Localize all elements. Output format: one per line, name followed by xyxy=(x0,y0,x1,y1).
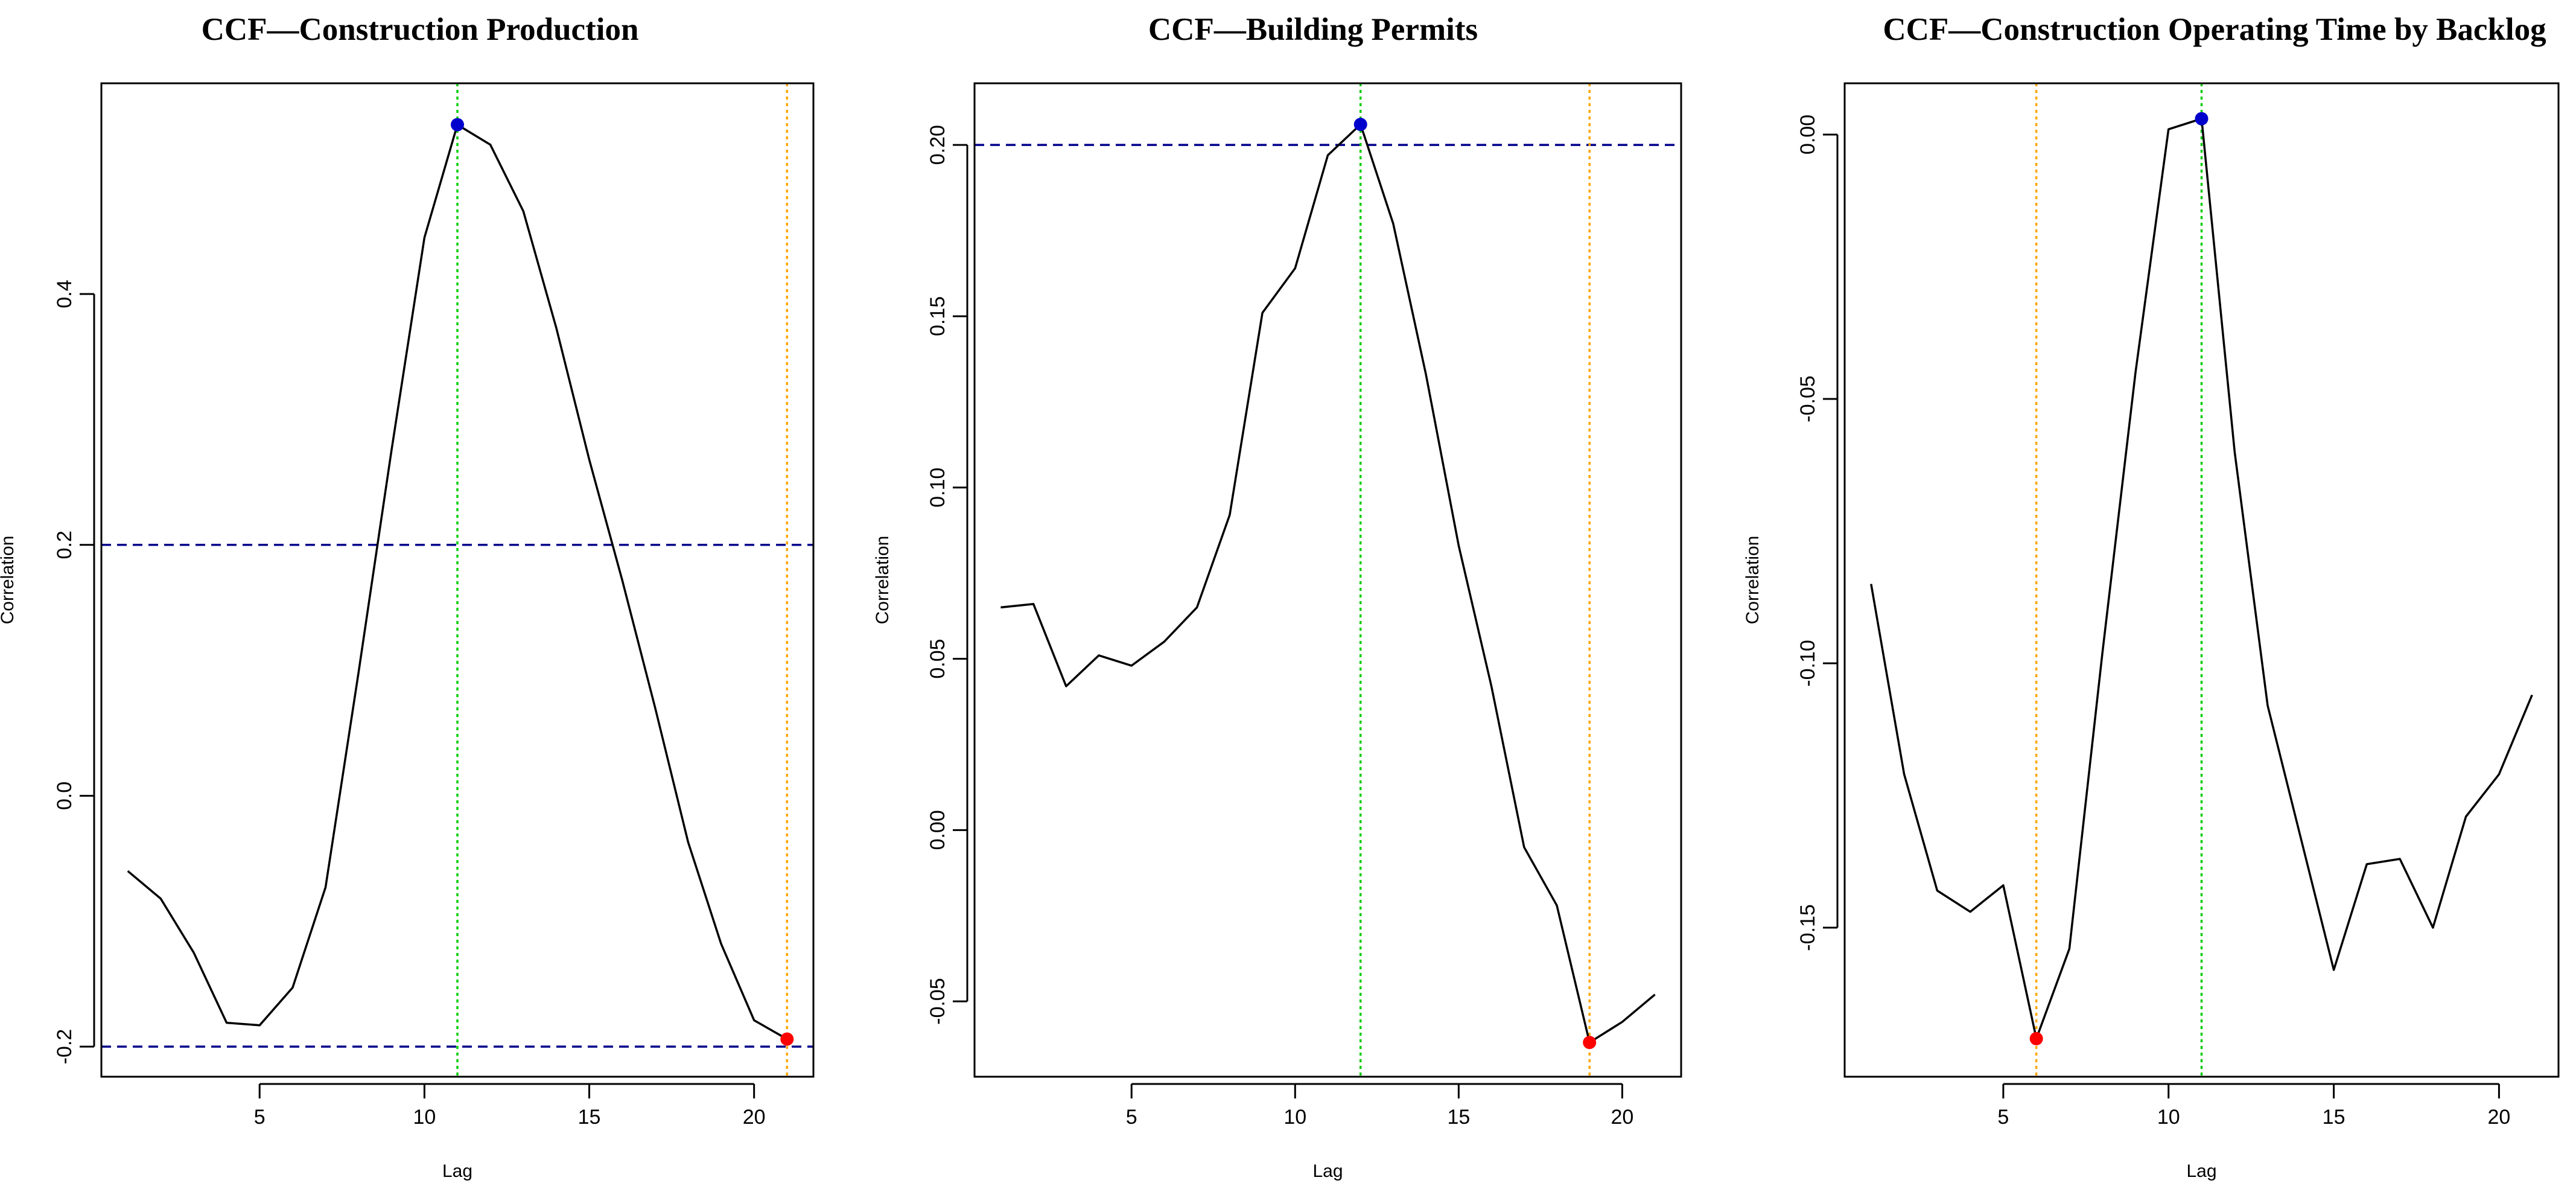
y-tick-label: 0.10 xyxy=(926,468,949,508)
max-correlation-point xyxy=(1353,118,1367,132)
plot-frame xyxy=(100,82,815,1078)
y-tick-label: -0.15 xyxy=(1796,904,1819,951)
x-tick-label: 20 xyxy=(743,1106,766,1129)
y-tick-label: -0.10 xyxy=(1796,640,1819,687)
y-tick-label: 0.0 xyxy=(53,782,76,810)
y-tick-label: 0.20 xyxy=(926,125,949,165)
y-axis-label: Correlation xyxy=(873,536,892,625)
x-tick-label: 15 xyxy=(1447,1106,1470,1129)
x-tick-label: 5 xyxy=(1997,1106,2009,1129)
x-tick-label: 5 xyxy=(1126,1106,1137,1129)
x-axis-label: Lag xyxy=(2186,1161,2216,1181)
y-tick-label: -0.05 xyxy=(1796,375,1819,422)
y-axis-label: Correlation xyxy=(0,536,17,625)
plot-frame xyxy=(973,82,1682,1078)
x-axis-label: Lag xyxy=(1312,1161,1343,1181)
min-correlation-point xyxy=(2029,1031,2043,1045)
x-tick-label: 15 xyxy=(2323,1106,2345,1129)
max-correlation-point xyxy=(2195,112,2209,126)
y-tick-label: 0.05 xyxy=(926,639,949,678)
chart-title: CCF—Construction Operating Time by Backl… xyxy=(1883,12,2546,47)
y-tick-label: 0.15 xyxy=(926,296,949,336)
x-tick-label: 5 xyxy=(254,1106,266,1129)
max-correlation-point xyxy=(451,118,464,132)
x-axis-label: Lag xyxy=(442,1161,472,1181)
x-tick-label: 20 xyxy=(2488,1106,2511,1129)
ccf-panel-construction-production: CCF—Construction Production 5 10 15 20 -0.2 0.… xyxy=(0,12,815,1181)
y-tick-label: 0.2 xyxy=(53,531,76,559)
y-tick-label: 0.00 xyxy=(1796,115,1819,155)
x-tick-label: 10 xyxy=(413,1106,436,1129)
chart-title: CCF—Building Permits xyxy=(1148,12,1478,47)
y-axis-label: Correlation xyxy=(1743,536,1763,625)
x-tick-label: 15 xyxy=(578,1106,601,1129)
ccf-series-line xyxy=(1000,123,1656,1044)
ccf-panel-operating-time-by-backlog: CCF—Construction Operating Time by Backl… xyxy=(1743,12,2560,1181)
y-tick-label: -0.05 xyxy=(926,978,949,1025)
plot-frame xyxy=(1843,82,2560,1078)
x-tick-label: 20 xyxy=(1611,1106,1634,1129)
y-tick-label: 0.00 xyxy=(926,810,949,850)
min-correlation-point xyxy=(1583,1036,1597,1050)
y-tick-label: 0.4 xyxy=(53,280,76,308)
min-correlation-point xyxy=(780,1032,794,1046)
x-tick-label: 10 xyxy=(1283,1106,1306,1129)
y-tick-label: -0.2 xyxy=(53,1029,76,1065)
ccf-panel-building-permits: CCF—Building Permits 5 10 15 20 -0.05 0.00 0.05… xyxy=(873,12,1682,1181)
x-tick-label: 10 xyxy=(2157,1106,2180,1129)
chart-title: CCF—Construction Production xyxy=(202,12,639,47)
